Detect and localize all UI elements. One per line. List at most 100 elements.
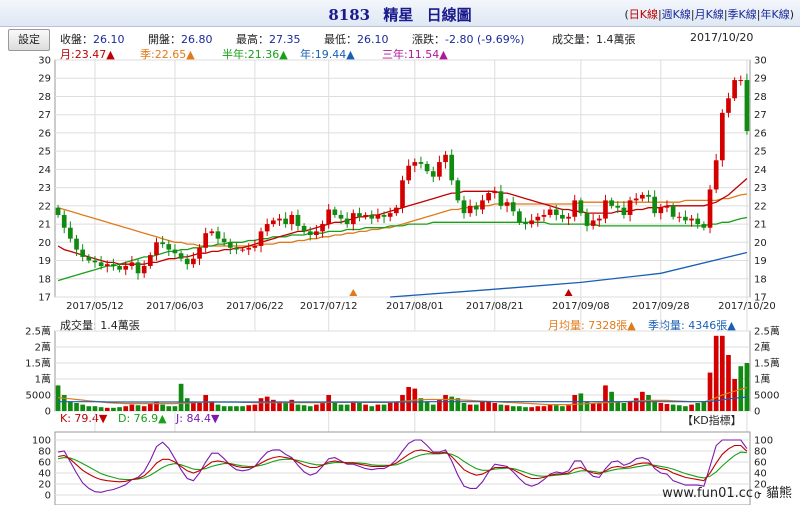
candle-body: [430, 171, 436, 177]
ma-month-legend: 月:23.47▲: [60, 48, 115, 61]
price-tick-right: 18: [754, 274, 767, 285]
volume-bar: [227, 406, 233, 411]
kd-tick-right: 80: [754, 447, 767, 458]
price-tick-right: 26: [754, 128, 767, 139]
candle-body: [473, 205, 479, 210]
candle-body: [197, 247, 202, 259]
volume-bar: [117, 407, 122, 411]
volume-tick-right: 2萬: [754, 341, 770, 354]
candle-body: [578, 200, 584, 214]
candle-body: [744, 80, 750, 132]
candle-body: [61, 214, 67, 228]
price-tick-left: 18: [38, 274, 51, 285]
volume-bar: [289, 399, 295, 411]
candle-body: [467, 205, 473, 214]
price-tick-right: 28: [754, 92, 767, 103]
date-tick-label: 2017/09/08: [552, 301, 610, 312]
kd-tick-left: 100: [32, 436, 51, 447]
settings-button[interactable]: 設定: [8, 29, 50, 51]
candle-body: [732, 80, 737, 99]
volume-bar: [295, 404, 301, 411]
price-tick-right: 21: [754, 220, 767, 231]
date-tick-label: 2017/06/03: [146, 301, 204, 312]
candle-body: [363, 214, 368, 217]
price-tick-left: 29: [38, 74, 51, 85]
candle-body: [560, 214, 565, 219]
candle-body: [160, 242, 165, 245]
volume-bar: [283, 403, 288, 411]
link-monthly-k[interactable]: 月K線: [694, 8, 724, 21]
quote-open: 開盤：26.80: [148, 33, 213, 46]
volume-bar: [547, 404, 553, 411]
volume-bar: [732, 379, 737, 411]
ma-year-legend: 年:19.44▲: [300, 48, 355, 61]
candle-body: [246, 247, 252, 250]
volume-bar: [707, 372, 713, 411]
candle-body: [480, 200, 485, 210]
volume-bar: [61, 395, 67, 411]
volume-bar: [68, 401, 73, 411]
volume-bar: [234, 406, 239, 411]
volume-tick-left: 2萬: [35, 341, 51, 354]
kd-tick-right: 20: [754, 480, 767, 491]
volume-bar: [461, 403, 467, 411]
date-tick-label: 2017/07/12: [300, 301, 358, 312]
candle-body: [424, 163, 430, 172]
date-tick-label: 2017/08/21: [466, 301, 524, 312]
candle-body: [301, 225, 307, 232]
volume-bar: [74, 403, 79, 411]
volume-label: 成交量: 1.4萬張: [60, 319, 140, 332]
price-tick-right: 25: [754, 147, 767, 158]
volume-bar: [517, 406, 522, 411]
volume-bar: [652, 401, 658, 411]
price-tick-left: 20: [38, 238, 51, 249]
candle-body: [633, 198, 639, 201]
volume-bar: [141, 406, 147, 411]
link-daily-k[interactable]: 日K線: [628, 8, 658, 21]
candle-body: [283, 218, 288, 225]
candle-body: [627, 200, 633, 215]
volume-bar: [590, 403, 596, 411]
link-yearly-k[interactable]: 年K線: [760, 8, 790, 21]
volume-bar: [178, 383, 184, 411]
candle-body: [504, 202, 510, 206]
volume-bar: [627, 401, 633, 411]
candle-body: [221, 238, 227, 243]
candle-body: [74, 238, 79, 250]
volume-bar: [258, 398, 264, 411]
candle-body: [695, 218, 701, 225]
candle-body: [701, 224, 707, 228]
ma-3year-legend: 三年:11.54▲: [382, 48, 448, 61]
volume-bar: [221, 406, 227, 411]
date-tick-label: 2017/05/12: [66, 301, 124, 312]
volume-bar: [406, 387, 411, 411]
candle-body: [252, 245, 258, 248]
volume-bar: [197, 403, 202, 411]
kd-tick-left: 0: [45, 491, 51, 502]
price-tick-right: 22: [754, 201, 767, 212]
price-tick-right: 23: [754, 183, 767, 194]
volume-quarter-avg: 季均量: 4346張▲: [648, 319, 736, 332]
candle-body: [234, 247, 239, 250]
candle-body: [98, 262, 104, 267]
volume-bar: [123, 406, 129, 411]
kd-tick-right: 60: [754, 458, 767, 469]
candle-body: [129, 262, 135, 267]
stock-name: 精星: [383, 6, 414, 24]
volume-bar: [719, 335, 725, 411]
volume-bar: [486, 401, 491, 411]
price-tick-right: 27: [754, 110, 767, 121]
kd-line-k: [58, 444, 748, 483]
candle-body: [652, 196, 658, 214]
candle-body: [240, 249, 245, 251]
candle-body: [191, 258, 196, 265]
candle-body: [387, 213, 393, 217]
candle-body: [461, 200, 467, 214]
volume-bar: [129, 404, 135, 411]
volume-quarter-avg-line: [58, 396, 747, 403]
link-weekly-k[interactable]: 週K線: [661, 8, 691, 21]
price-tick-right: 19: [754, 256, 767, 267]
volume-tick-left: 1.5萬: [25, 357, 51, 370]
link-quarterly-k[interactable]: 季K線: [727, 8, 757, 21]
volume-bar: [350, 401, 356, 411]
